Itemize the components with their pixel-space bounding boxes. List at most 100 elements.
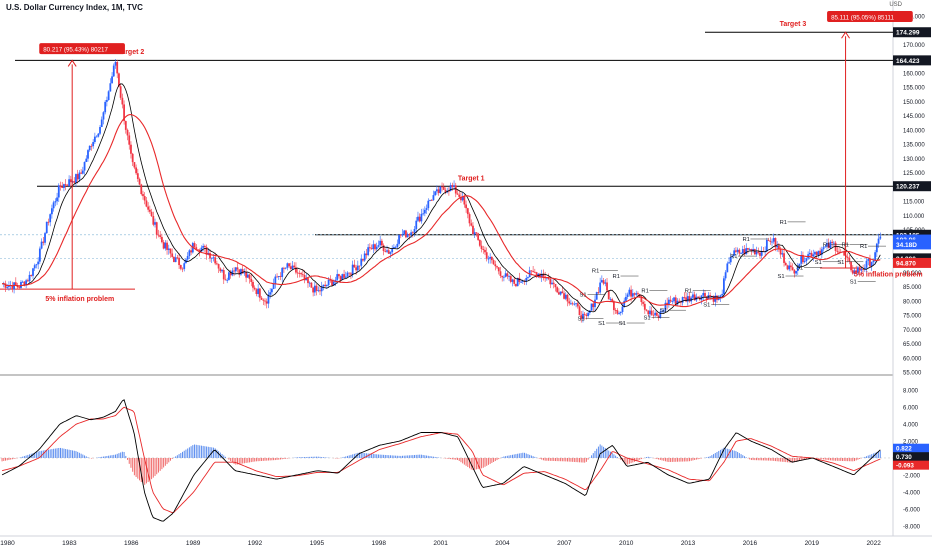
candle-body	[829, 241, 832, 249]
macd-tick-label: -6.000	[903, 507, 921, 513]
candle-body	[862, 269, 864, 270]
candle-body	[532, 270, 535, 272]
measure-callout-bg	[39, 43, 125, 55]
candle-body	[667, 299, 670, 305]
candle-body	[557, 292, 560, 295]
candle-body	[877, 238, 880, 244]
candle-body	[162, 242, 165, 249]
candle-body	[190, 250, 193, 253]
pivot-label: S1	[577, 317, 584, 323]
candle-body	[717, 298, 720, 300]
candle-body	[516, 277, 519, 287]
candle-body	[755, 251, 758, 255]
candle-body	[105, 99, 108, 102]
candle-body	[686, 296, 689, 302]
candle-body	[47, 221, 50, 223]
pivot-label: R1	[742, 237, 749, 243]
candle-body	[736, 249, 739, 252]
candle-body	[248, 274, 251, 279]
candle-body	[293, 265, 296, 268]
price-tick-label: 125.000	[903, 171, 925, 177]
time-tick-label: 2019	[805, 540, 820, 547]
time-tick-label: 2016	[743, 540, 758, 547]
candle-body	[281, 267, 284, 277]
candle-body	[375, 246, 378, 250]
candle-body	[832, 242, 835, 244]
candle-body	[219, 268, 222, 272]
candle-body	[88, 145, 91, 151]
candle-body	[470, 223, 473, 226]
candle-body	[796, 267, 799, 272]
candle-body	[81, 170, 84, 174]
candle-body	[444, 189, 447, 193]
candle-body	[671, 301, 674, 302]
candle-body	[269, 292, 272, 295]
level-tag-bg	[893, 27, 931, 38]
candle-body	[549, 279, 552, 285]
candle-body	[356, 265, 359, 271]
candle-body	[430, 200, 433, 201]
candle-body	[341, 274, 344, 280]
candle-body	[867, 259, 870, 261]
candle-body	[63, 184, 65, 188]
candle-body	[308, 282, 311, 284]
pivot-label: S1	[580, 293, 587, 299]
time-tick-label: 2001	[433, 540, 448, 547]
candle-body	[814, 251, 816, 255]
candle-body	[252, 281, 254, 288]
chart-annotation: Target 1	[458, 176, 485, 183]
candle-body	[810, 252, 813, 257]
candle-body	[769, 240, 772, 242]
candle-body	[456, 193, 459, 195]
candle-body	[379, 240, 382, 246]
candle-body	[33, 265, 36, 269]
candle-body	[461, 196, 464, 201]
candle-body	[154, 222, 156, 225]
candle-body	[485, 252, 488, 259]
candle-body	[97, 133, 100, 137]
candle-body	[42, 241, 45, 243]
candle-body	[870, 262, 873, 267]
candle-body	[724, 272, 727, 279]
candle-body	[4, 283, 7, 288]
candle-body	[173, 256, 175, 263]
candle-body	[582, 313, 584, 320]
candle-body	[284, 267, 287, 269]
candle-body	[692, 294, 694, 298]
candle-body	[372, 244, 375, 250]
candle-body	[765, 239, 768, 252]
candle-body	[312, 287, 315, 293]
candle-body	[124, 121, 127, 130]
candle-body	[238, 269, 241, 275]
candle-body	[561, 291, 564, 294]
candle-body	[655, 312, 658, 316]
candle-body	[759, 252, 761, 256]
candle-body	[262, 299, 265, 301]
candle-body	[463, 196, 466, 205]
candle-body	[540, 274, 543, 278]
candle-body	[527, 277, 529, 279]
price-tick-label: 140.000	[903, 128, 925, 134]
candle-body	[69, 179, 72, 183]
candle-body	[628, 289, 631, 295]
candle-body	[850, 261, 852, 271]
candle-body	[155, 222, 158, 235]
candle-body	[777, 245, 780, 250]
candle-body	[112, 65, 115, 77]
candle-body	[276, 276, 278, 278]
price-tick-label: 110.000	[903, 214, 925, 220]
time-tick-label: 1998	[371, 540, 386, 547]
candle-body	[661, 311, 663, 313]
candle-body	[193, 243, 196, 248]
candle-body	[501, 275, 504, 278]
candle-body	[188, 250, 191, 257]
candle-body	[783, 253, 785, 263]
price-tick-label: 115.000	[903, 200, 925, 206]
candle-body	[222, 270, 225, 280]
candle-body	[93, 136, 96, 143]
chart-annotation: Target 2	[118, 49, 145, 56]
candle-body	[214, 257, 217, 264]
candle-body	[159, 235, 162, 237]
time-tick-label: 1983	[62, 540, 77, 547]
